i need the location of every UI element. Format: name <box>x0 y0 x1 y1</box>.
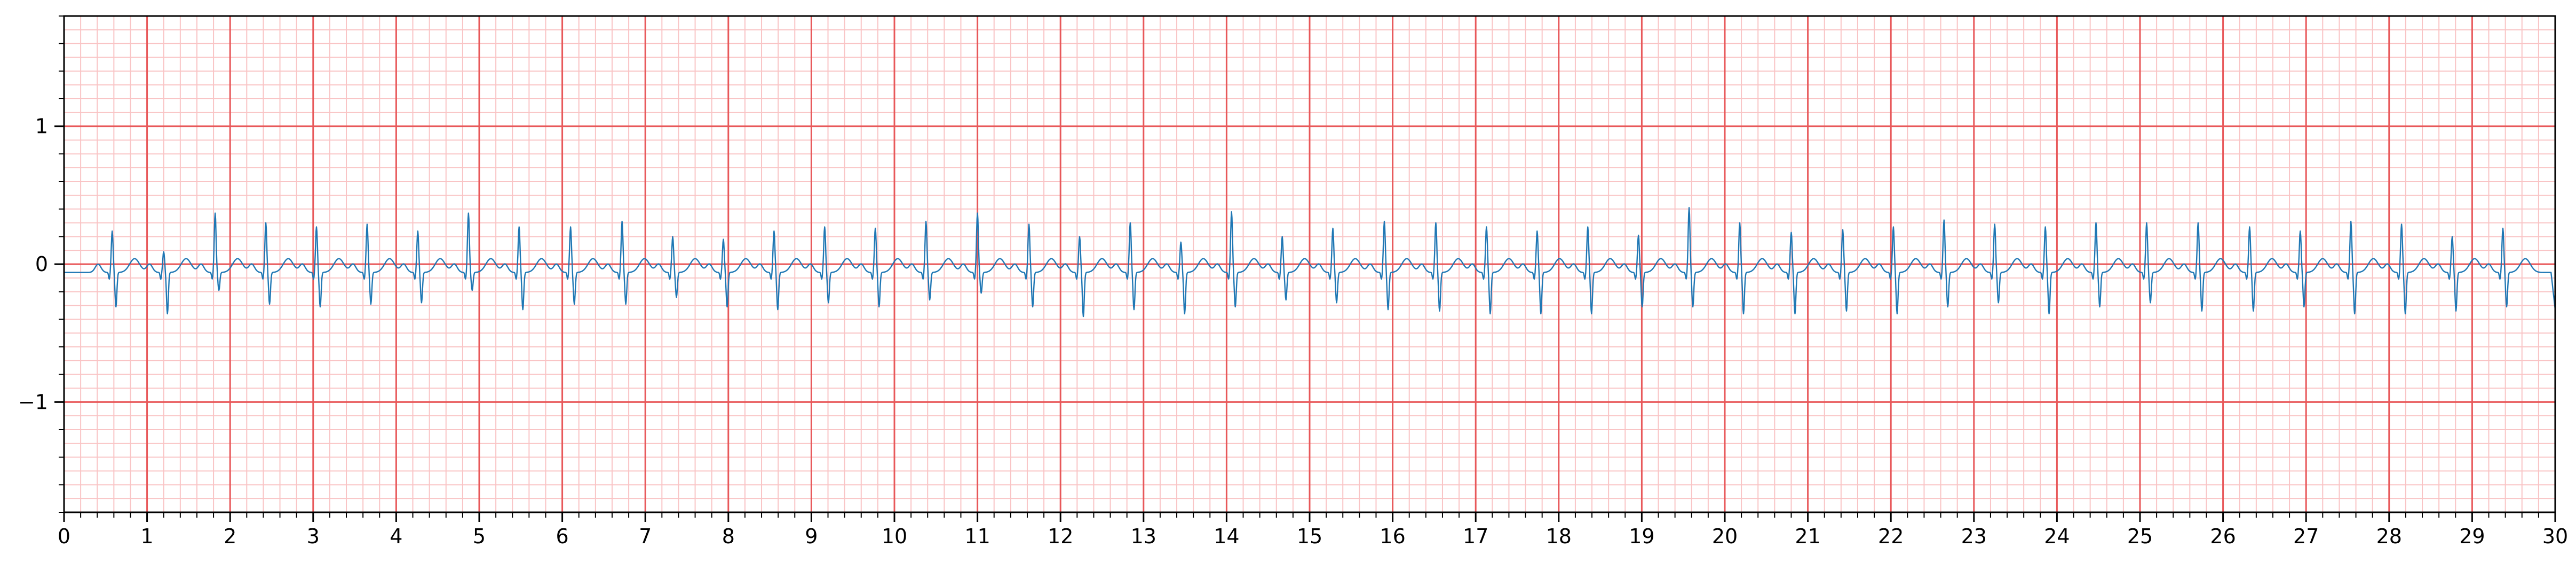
x-tick-label: 14 <box>1214 525 1239 548</box>
x-tick-label: 15 <box>1297 525 1322 548</box>
x-tick-label: 1 <box>141 525 154 548</box>
x-tick-label: 25 <box>2127 525 2153 548</box>
x-tick-label: 27 <box>2293 525 2319 548</box>
x-tick-label: 3 <box>307 525 320 548</box>
x-tick-label: 18 <box>1546 525 1572 548</box>
x-tick-label: 16 <box>1380 525 1405 548</box>
x-tick-label: 30 <box>2542 525 2568 548</box>
x-tick-label: 13 <box>1131 525 1156 548</box>
x-tick-label: 8 <box>722 525 735 548</box>
x-tick-label: 0 <box>58 525 70 548</box>
x-tick-label: 6 <box>556 525 569 548</box>
ecg-trace <box>64 207 2556 318</box>
x-tick-label: 22 <box>1878 525 1904 548</box>
x-tick-label: 11 <box>964 525 990 548</box>
x-tick-label: 19 <box>1629 525 1654 548</box>
x-tick-label: 17 <box>1463 525 1488 548</box>
y-tick-label: 1 <box>35 115 48 138</box>
x-tick-label: 24 <box>2044 525 2070 548</box>
x-tick-label: 2 <box>224 525 236 548</box>
ecg-series-line <box>64 207 2556 318</box>
x-tick-label: 5 <box>473 525 486 548</box>
x-tick-label: 12 <box>1048 525 1073 548</box>
x-tick-label: 9 <box>805 525 818 548</box>
x-tick-label: 29 <box>2459 525 2485 548</box>
y-axis-ticks: −1 0 1 <box>18 15 64 513</box>
y-tick-label: −1 <box>18 390 48 414</box>
x-tick-label: 10 <box>882 525 907 548</box>
x-tick-label: 28 <box>2376 525 2402 548</box>
x-tick-label: 4 <box>390 525 402 548</box>
x-tick-label: 21 <box>1795 525 1820 548</box>
x-tick-label: 23 <box>1961 525 1987 548</box>
x-tick-label: 7 <box>639 525 652 548</box>
x-axis-ticks: 0 1 2 3 4 5 6 7 8 9 10 11 12 13 14 15 16 17 18 19 20 21 22 23 24… <box>58 512 2568 548</box>
x-tick-label: 20 <box>1712 525 1738 548</box>
x-tick-label: 26 <box>2210 525 2236 548</box>
y-tick-label: 0 <box>35 252 48 276</box>
